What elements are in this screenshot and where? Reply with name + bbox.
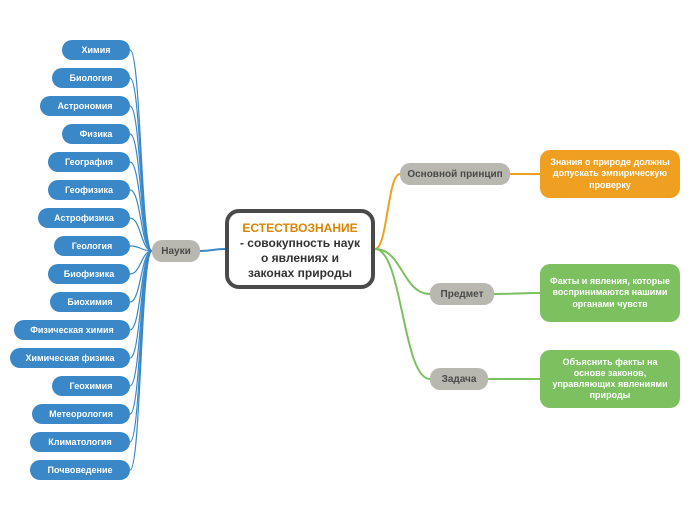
science-node: Почвоведение: [30, 460, 130, 480]
science-node: Геофизика: [48, 180, 130, 200]
left-label-nauki: Науки: [152, 240, 200, 262]
branch-label: Предмет: [430, 283, 494, 305]
branch-label: Задача: [430, 368, 488, 390]
central-rest: - совокупность наук о явлениях и законах…: [240, 236, 360, 280]
science-node: Метеорология: [32, 404, 130, 424]
science-node: Биохимия: [50, 292, 130, 312]
science-node: Климатология: [30, 432, 130, 452]
branch-label: Основной принцип: [400, 163, 510, 185]
science-node: Биология: [52, 68, 130, 88]
science-node: Геохимия: [52, 376, 130, 396]
central-highlight: ЕСТЕСТВОЗНАНИЕ: [242, 221, 357, 235]
central-node: ЕСТЕСТВОЗНАНИЕ - совокупность наук о явл…: [225, 209, 375, 289]
science-node: Астрономия: [40, 96, 130, 116]
science-node: Химия: [62, 40, 130, 60]
science-node: Химическая физика: [10, 348, 130, 368]
science-node: Астрофизика: [38, 208, 130, 228]
science-node: Геология: [54, 236, 130, 256]
science-node: Физическая химия: [14, 320, 130, 340]
science-node: Физика: [62, 124, 130, 144]
branch-detail: Знания о природе должны допускать эмпири…: [540, 150, 680, 198]
branch-detail: Объяснить факты на основе законов, управ…: [540, 350, 680, 408]
science-node: Биофизика: [48, 264, 130, 284]
science-node: География: [48, 152, 130, 172]
branch-detail: Факты и явления, которые воспринимаются …: [540, 264, 680, 322]
